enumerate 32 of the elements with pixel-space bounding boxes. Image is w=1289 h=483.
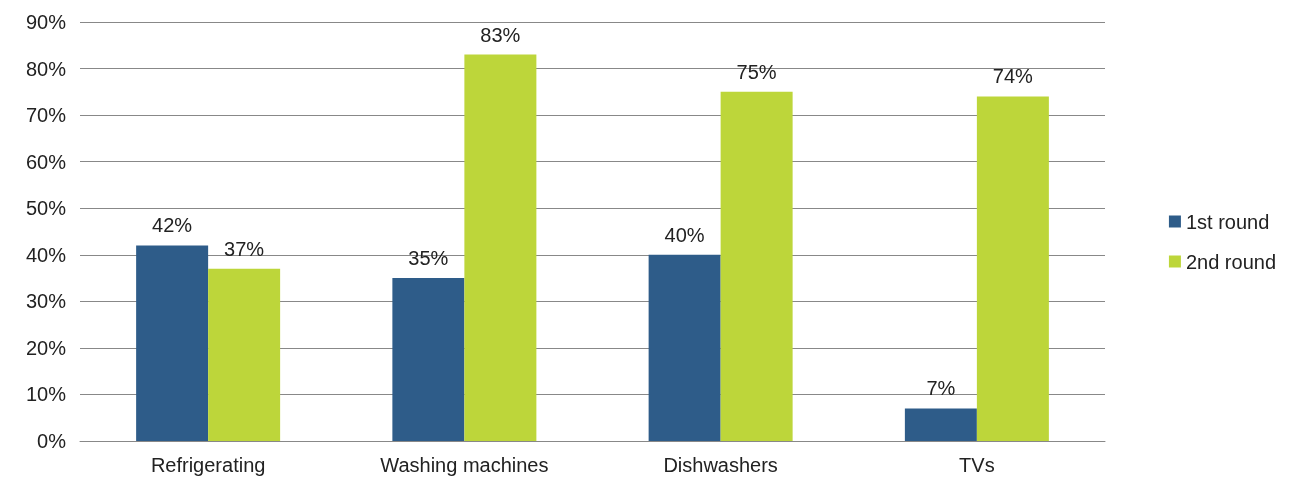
y-tick-label: 40% [25,243,67,266]
bar [208,268,281,441]
bar [464,54,537,441]
legend-label: 2nd round [1185,250,1276,273]
y-tick-label: 90% [25,11,67,33]
data-label: 74% [992,65,1034,88]
data-label: 42% [152,214,193,237]
data-label: 40% [664,223,705,246]
y-tick-label: 20% [25,336,67,359]
bar [136,245,209,441]
data-label: 37% [224,237,265,260]
y-tick-label: 30% [25,290,67,313]
data-label: 7% [926,377,956,400]
data-label: 75% [736,60,777,83]
y-tick-label: 10% [25,383,67,406]
y-tick-label: 70% [25,104,67,127]
y-tick-label: 0% [37,430,67,452]
legend-label: 1st round [1185,210,1270,233]
data-label: 83% [480,23,521,46]
x-tick-label: Washing machines [380,454,549,476]
data-label: 35% [408,247,449,270]
y-tick-label: 50% [25,197,67,220]
x-tick-label: TVs [959,454,995,476]
y-tick-label: 60% [25,150,67,173]
bar [976,96,1049,441]
bar [720,91,793,441]
y-tick-label: 80% [25,57,67,80]
bar [648,254,721,441]
bar [392,278,465,441]
x-tick-label: Refrigerating [150,454,266,476]
x-tick-label: Dishwashers [663,454,778,476]
bar [904,408,977,441]
